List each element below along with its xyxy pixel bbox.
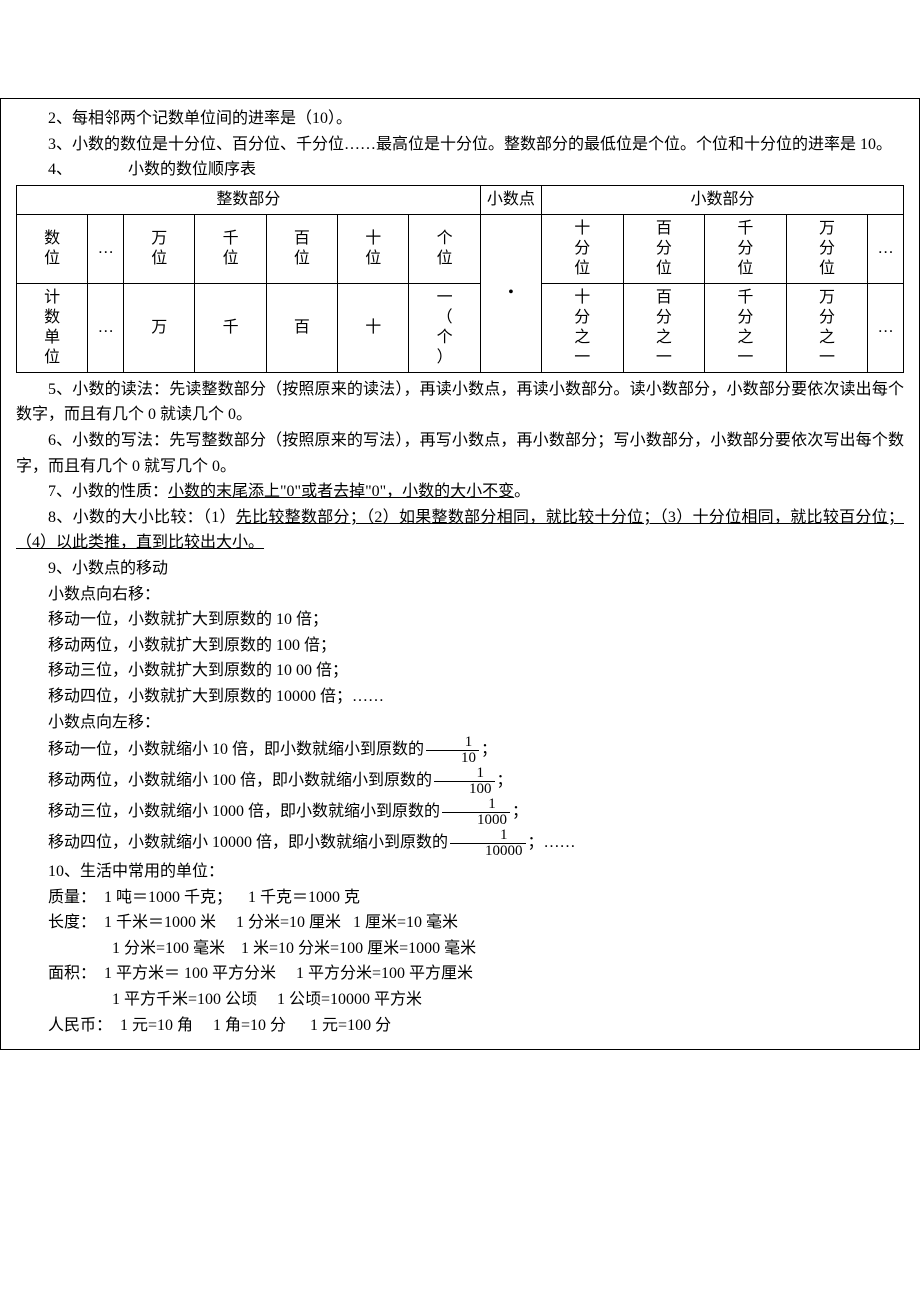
p9-left-4: 移动四位，小数就缩小 10000 倍，即小数就缩小到原数的110000；…… [16, 828, 904, 859]
units-money: 人民币： 1 元=10 角 1 角=10 分 1 元=100 分 [16, 1013, 904, 1039]
place-value-table: 整数部分 小数点 小数部分 数位 … 万位 千位 百位 十位 个位 • 十分位 [16, 185, 904, 373]
digit-bai: 百位 [266, 214, 337, 283]
digit-row-label: 数位 [17, 214, 88, 283]
header-decimal-point: 小数点 [480, 185, 541, 214]
unit-ellipsis-left: … [88, 283, 124, 372]
units-area: 面积： 1 平方米＝ 100 平方分米 1 平方分米=100 平方厘米 [16, 961, 904, 987]
page-border: 2、每相邻两个记数单位间的进率是（10）。 3、小数的数位是十分位、百分位、千分… [0, 98, 920, 1050]
fraction-1-10000: 110000 [450, 828, 526, 859]
p9-left-title: 小数点向左移： [16, 710, 904, 736]
unit-shifen: 十分之一 [542, 283, 624, 372]
p9-right-title: 小数点向右移： [16, 582, 904, 608]
paragraph-8: 8、小数的大小比较：（1）先比较整数部分；（2）如果整数部分相同，就比较十分位；… [16, 505, 904, 556]
unit-qian: 千 [195, 283, 266, 372]
unit-wan: 万 [124, 283, 195, 372]
digit-baifen: 百分位 [623, 214, 705, 283]
table-unit-row: 计数单位 … 万 千 百 十 一（个） 十分之一 百分之一 千分之一 万分之一 … [17, 283, 904, 372]
digit-shifen: 十分位 [542, 214, 624, 283]
fraction-1-10: 110 [426, 735, 479, 766]
units-length: 长度： 1 千米＝1000 米 1 分米=10 厘米 1 厘米=10 毫米 [16, 910, 904, 936]
paragraph-5: 5、小数的读法：先读整数部分（按照原来的读法），再读小数点，再读小数部分。读小数… [16, 377, 904, 428]
p7-underline: 小数的末尾添上"0"或者去掉"0"，小数的大小不变 [168, 483, 514, 500]
decimal-point-cell: • [480, 214, 541, 372]
p4-prefix: 4、 [48, 161, 72, 178]
p9-left-2: 移动两位，小数就缩小 100 倍，即小数就缩小到原数的1100； [16, 766, 904, 797]
fraction-1-100: 1100 [434, 766, 495, 797]
units-length-2: 1 分米=100 毫米 1 米=10 分米=100 厘米=1000 毫米 [16, 936, 904, 962]
digit-wanfen: 万分位 [786, 214, 868, 283]
unit-row-label: 计数单位 [17, 283, 88, 372]
paragraph-6: 6、小数的写法：先写整数部分（按照原来的写法），再写小数点，再小数部分；写小数部… [16, 428, 904, 479]
p9-left-1: 移动一位，小数就缩小 10 倍，即小数就缩小到原数的110； [16, 735, 904, 766]
paragraph-10: 10、生活中常用的单位： [16, 859, 904, 885]
unit-wanfen: 万分之一 [786, 283, 868, 372]
unit-bai: 百 [266, 283, 337, 372]
paragraph-2: 2、每相邻两个记数单位间的进率是（10）。 [16, 106, 904, 132]
digit-shi: 十位 [338, 214, 409, 283]
unit-qianfen: 千分之一 [705, 283, 787, 372]
paragraph-3: 3、小数的数位是十分位、百分位、千分位……最高位是十分位。整数部分的最低位是个位… [16, 132, 904, 158]
unit-ellipsis-right: … [868, 283, 904, 372]
header-integer-part: 整数部分 [17, 185, 481, 214]
p9-left-3: 移动三位，小数就缩小 1000 倍，即小数就缩小到原数的11000； [16, 797, 904, 828]
paragraph-4-title: 4、 小数的数位顺序表 [16, 157, 904, 183]
p4-title: 小数的数位顺序表 [128, 161, 256, 178]
paragraph-7: 7、小数的性质：小数的末尾添上"0"或者去掉"0"，小数的大小不变。 [16, 479, 904, 505]
paragraph-9: 9、小数点的移动 [16, 556, 904, 582]
units-mass: 质量： 1 吨＝1000 千克； 1 千克＝1000 克 [16, 885, 904, 911]
fraction-1-1000: 11000 [442, 797, 510, 828]
header-decimal-part: 小数部分 [542, 185, 904, 214]
digit-wan: 万位 [124, 214, 195, 283]
table-digit-row: 数位 … 万位 千位 百位 十位 个位 • 十分位 百分位 千分位 万分位 … [17, 214, 904, 283]
unit-shi: 十 [338, 283, 409, 372]
table-header-row: 整数部分 小数点 小数部分 [17, 185, 904, 214]
units-area-2: 1 平方千米=100 公顷 1 公顷=10000 平方米 [16, 987, 904, 1013]
digit-ellipsis-left: … [88, 214, 124, 283]
digit-qianfen: 千分位 [705, 214, 787, 283]
digit-ge: 个位 [409, 214, 480, 283]
digit-ellipsis-right: … [868, 214, 904, 283]
unit-ge: 一（个） [409, 283, 480, 372]
digit-qian: 千位 [195, 214, 266, 283]
p9-right-3: 移动三位，小数就扩大到原数的 10 00 倍； [16, 658, 904, 684]
p9-right-1: 移动一位，小数就扩大到原数的 10 倍； [16, 607, 904, 633]
p9-right-4: 移动四位，小数就扩大到原数的 10000 倍；…… [16, 684, 904, 710]
unit-baifen: 百分之一 [623, 283, 705, 372]
p9-right-2: 移动两位，小数就扩大到原数的 100 倍； [16, 633, 904, 659]
